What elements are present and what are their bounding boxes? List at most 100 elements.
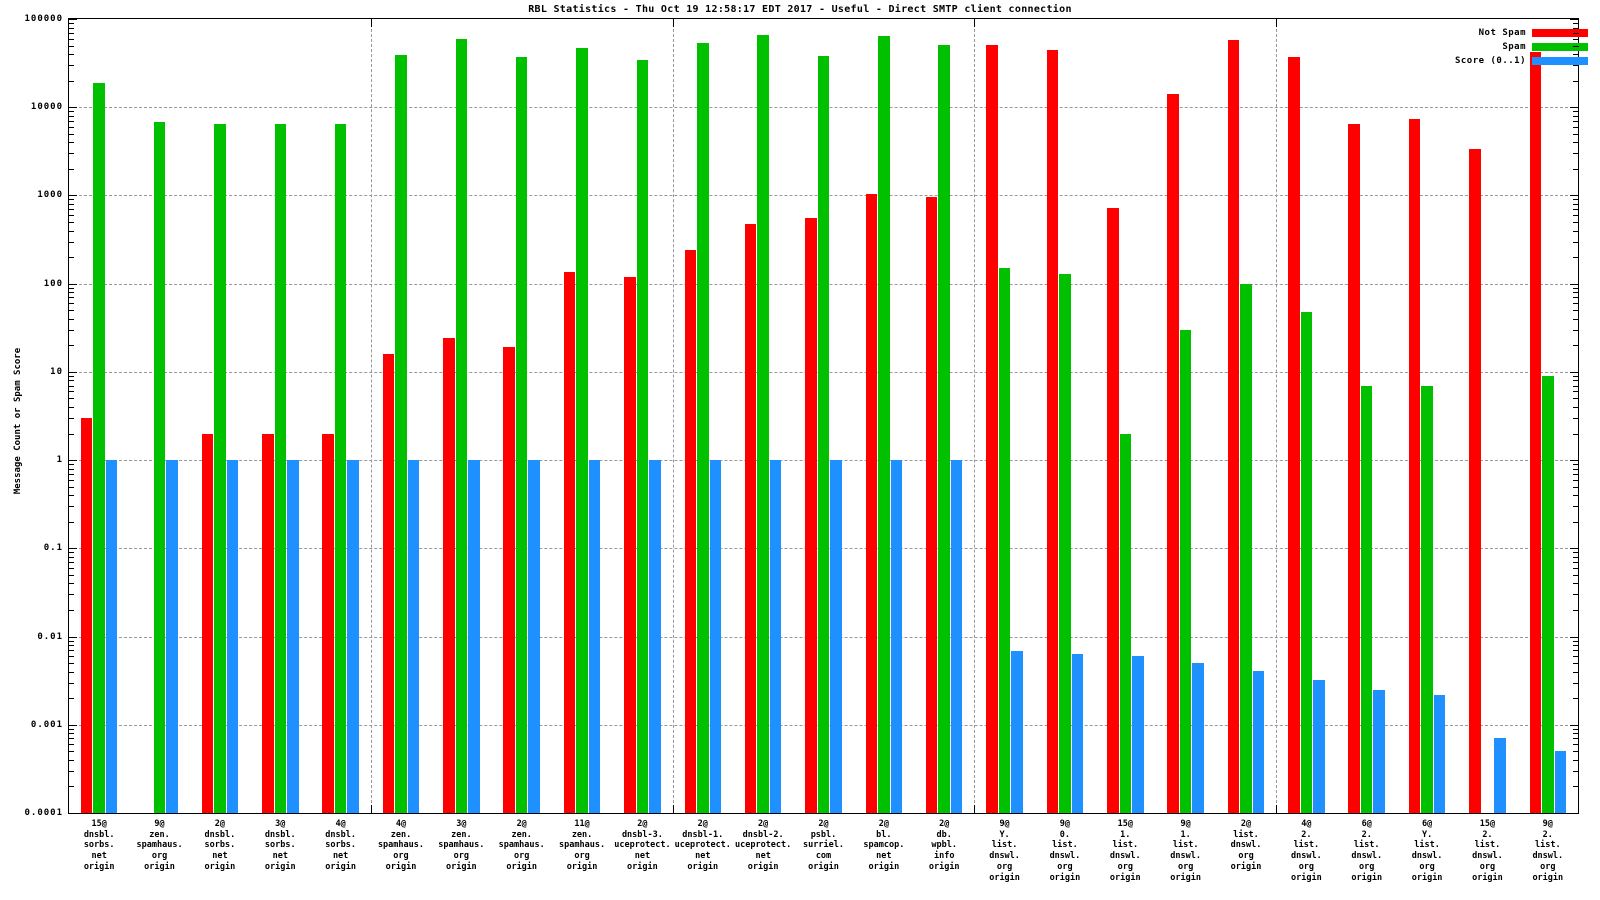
bar-not-spam — [1408, 118, 1421, 813]
y-tick-minor-right — [1573, 682, 1579, 684]
x-category-label-line: dnsbl-2. — [742, 829, 784, 840]
x-category-label-line: origin — [506, 861, 538, 872]
x-category-label-line: psbl. — [810, 829, 837, 840]
y-tick-minor-right — [1573, 479, 1579, 481]
y-tick-minor-left — [68, 203, 74, 205]
x-category-label-line: db. — [936, 829, 952, 840]
bar-score — [105, 460, 118, 813]
y-tick-minor-left — [68, 552, 74, 554]
y-tick-minor-left — [68, 656, 74, 658]
x-category-label-line: dnswl. — [1532, 851, 1564, 862]
y-tick-minor-right — [1573, 406, 1579, 408]
x-category-label-line: dnsbl. — [83, 829, 115, 840]
x-category-label-line: 2@ — [878, 819, 889, 829]
x-category-label-line: Y. — [999, 829, 1010, 840]
bar-score — [226, 460, 239, 813]
x-category-label-line: origin — [687, 861, 719, 872]
y-tick-minor-right — [1573, 222, 1579, 223]
x-category-label: 9@ 0. list. dnswl. org origin — [1035, 819, 1095, 883]
x-category-label-line: origin — [627, 861, 658, 872]
x-category-label-line: origin — [325, 861, 356, 872]
y-tick-minor-right — [1573, 640, 1579, 642]
x-category-label-line: 2. — [1361, 829, 1372, 840]
y-tick-minor-left — [68, 241, 74, 243]
bar-score — [166, 460, 178, 813]
legend-item-not-spam: Not Spam — [1455, 26, 1588, 40]
bar-score — [769, 460, 782, 813]
x-category-label-line: zen. — [451, 829, 472, 840]
gridline-vertical — [974, 19, 976, 813]
bar-spam — [334, 124, 347, 813]
y-tick-minor-left — [68, 728, 74, 730]
y-tick-minor-left — [68, 594, 74, 596]
x-category-label-line: net — [212, 851, 228, 862]
y-tick-minor-left — [68, 375, 74, 377]
y-tick-minor-left — [68, 406, 74, 408]
y-tick-minor-left — [68, 495, 74, 497]
x-category-label-line: list. — [1293, 840, 1320, 851]
bar-not-spam — [1107, 207, 1119, 813]
x-category-label: 9@ 1. list. dnswl. org origin — [1155, 819, 1215, 883]
y-tick-minor-left — [68, 111, 74, 113]
y-tick-label: 0.1 — [43, 543, 63, 554]
y-tick-major-left — [68, 371, 77, 373]
x-category-label-line: origin — [83, 861, 115, 872]
bar-not-spam — [925, 197, 938, 813]
y-tick-minor-right — [1573, 142, 1579, 144]
y-tick-minor-left — [68, 65, 74, 67]
y-tick-minor-left — [68, 464, 74, 466]
y-tick-minor-left — [68, 770, 74, 772]
x-category-label-line: origin — [808, 861, 839, 872]
y-tick-major-right — [1570, 195, 1579, 197]
x-category-label-line: 2@ — [516, 819, 527, 829]
x-category-label-line: origin — [385, 861, 417, 872]
y-tick-minor-right — [1573, 54, 1579, 56]
x-category-label-line: org — [151, 851, 168, 862]
y-tick-minor-left — [68, 292, 74, 294]
x-category-label-line: origin — [204, 861, 236, 872]
bar-score — [1433, 694, 1446, 813]
y-tick-label: 100 — [43, 278, 63, 289]
y-tick-minor-right — [1573, 111, 1579, 113]
x-category-label: 3@ zen. spamhaus. org origin — [431, 819, 491, 873]
bar-spam — [1360, 385, 1373, 813]
y-tick-minor-right — [1573, 32, 1579, 34]
bar-not-spam — [80, 418, 93, 813]
bar-spam — [214, 123, 226, 813]
y-tick-minor-left — [68, 287, 74, 289]
x-category-label-line: origin — [928, 861, 960, 872]
bar-score — [468, 460, 480, 813]
chart-legend: Not Spam Spam Score (0..1) — [1455, 26, 1588, 68]
y-tick-minor-right — [1573, 556, 1579, 558]
y-tick-minor-left — [68, 479, 74, 481]
bar-not-spam — [201, 433, 214, 813]
y-tick-minor-left — [68, 506, 74, 508]
y-tick-minor-right — [1573, 153, 1579, 155]
x-category-label-line: org — [574, 851, 590, 862]
bar-spam — [998, 268, 1011, 813]
bar-spam — [395, 55, 407, 813]
y-tick-label: 10 — [50, 366, 63, 377]
y-tick-minor-left — [68, 640, 74, 642]
x-category-label: 9@ Y. list. dnswl. org origin — [974, 819, 1034, 883]
x-category-label-line: 15@ — [1479, 819, 1496, 829]
y-tick-minor-right — [1573, 506, 1579, 508]
y-tick-minor-right — [1573, 567, 1579, 569]
y-tick-minor-left — [68, 27, 74, 29]
y-tick-minor-left — [68, 133, 74, 135]
y-tick-minor-left — [68, 521, 74, 523]
x-category-label-line: origin — [1472, 872, 1503, 883]
y-tick-minor-right — [1573, 115, 1579, 117]
y-tick-minor-right — [1573, 23, 1579, 25]
bar-not-spam — [322, 433, 334, 813]
x-tick-major-bottom — [370, 805, 372, 814]
bar-spam — [274, 123, 286, 813]
y-tick-minor-left — [68, 738, 74, 740]
y-tick-major-right — [1570, 460, 1579, 462]
x-category-label: 6@ Y. list. dnswl. org origin — [1397, 819, 1457, 883]
bar-spam — [697, 43, 709, 813]
y-tick-minor-left — [68, 168, 74, 170]
y-tick-minor-right — [1573, 303, 1579, 305]
y-tick-minor-left — [68, 385, 74, 387]
bar-score — [950, 460, 963, 813]
